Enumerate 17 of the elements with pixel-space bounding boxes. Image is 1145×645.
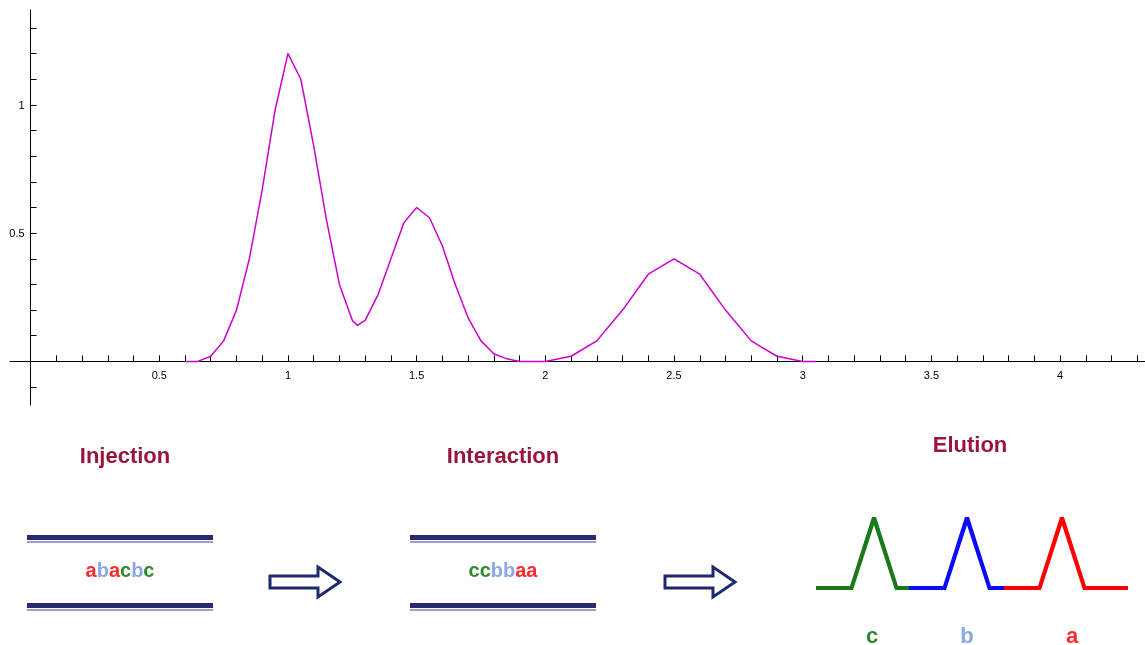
text: abacbc	[85, 559, 155, 581]
x-tick-label: 3	[799, 368, 806, 381]
text: a	[1065, 623, 1079, 645]
x-tick-label: 2	[542, 368, 549, 381]
text: Interaction	[446, 443, 560, 469]
x-tick-label: 1	[284, 368, 292, 381]
line-series	[184, 52, 817, 363]
text: Injection	[79, 443, 171, 469]
x-tick-label: 0.5	[151, 368, 167, 381]
x-tick-label: 1.5	[409, 368, 425, 381]
x-tick-label: 2.5	[666, 368, 682, 381]
text: b	[960, 623, 974, 645]
x-tick-label: 3.5	[923, 368, 940, 381]
text: c	[865, 623, 879, 645]
text: Elution	[932, 432, 1008, 458]
x-tick-label: 4	[1057, 368, 1064, 381]
text: ccbbaa	[468, 559, 538, 581]
